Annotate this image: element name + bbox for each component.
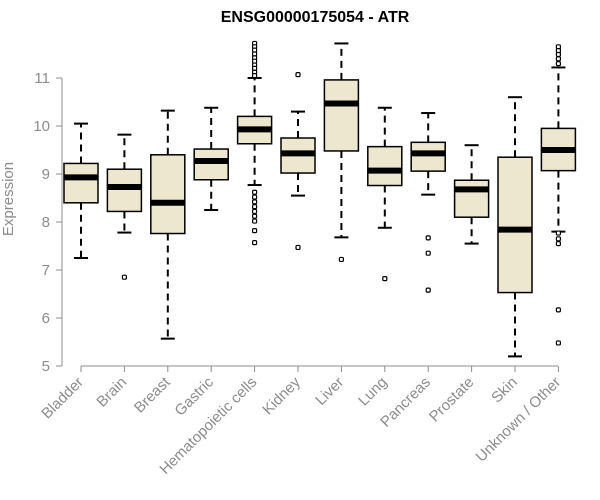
y-tick-label: 5 [42,358,50,375]
outlier-point [555,241,562,247]
y-tick-label: 7 [42,262,50,279]
x-tick-label: Prostate [426,374,478,426]
x-tick-label: Bladder [38,374,87,423]
outlier-point [425,287,431,293]
y-tick-label: 10 [33,118,50,135]
outlier-point [252,213,258,219]
outlier-point [425,250,431,256]
box-group [323,42,360,263]
outlier-point [295,244,301,251]
box-body [106,168,143,213]
chart-title: ENSG00000175054 - ATR [221,9,410,26]
outlier-point [252,208,258,215]
outlier-point [425,235,431,241]
box-series [63,40,577,358]
x-tick-label: Brain [93,374,130,411]
outlier-point [555,307,562,313]
outlier-point [295,72,301,78]
y-axis-title: Expression [0,162,17,236]
x-tick-label: Skin [488,374,521,407]
y-tick-label: 9 [42,166,50,183]
x-tick-label: Breast [131,373,174,416]
outlier-point [555,60,562,67]
y-axis-ticks: 5 6 7 8 9 10 11 [33,70,62,375]
box-group [540,44,577,346]
outlier-point [555,230,562,236]
box-group [367,106,403,282]
box-body [497,156,533,294]
y-tick-label: 11 [34,70,50,87]
box-group [150,109,186,340]
outlier-point [252,240,258,246]
box-group [497,96,533,358]
box-group [193,106,229,211]
outlier-point [252,189,258,195]
box-group [280,72,316,251]
box-body [323,79,360,152]
y-tick-label: 6 [42,310,50,327]
box-body [150,154,186,235]
outlier-point [252,218,258,224]
outlier-point [121,274,128,280]
y-tick-label: 8 [42,214,50,231]
outlier-point [555,51,562,58]
outlier-point [252,194,258,200]
box-body [453,179,490,218]
box-group [410,112,446,293]
x-tick-label: Kidney [259,373,304,418]
outlier-point [252,228,258,234]
box-body [63,162,99,204]
box-body [193,148,229,181]
x-tick-label: Liver [312,374,347,409]
outlier-point [555,340,562,346]
outlier-point [252,72,258,79]
x-tick-label: Lung [355,374,391,410]
outlier-point [252,199,258,205]
box-body [367,145,403,187]
box-group [236,40,273,246]
box-group [453,144,490,245]
box-group [63,122,99,259]
box-group [106,133,143,280]
outlier-point [555,56,562,62]
outlier-point [382,276,388,282]
outlier-point [252,204,258,210]
outlier-point [555,236,562,242]
box-body [410,141,446,172]
outlier-point [338,256,344,263]
